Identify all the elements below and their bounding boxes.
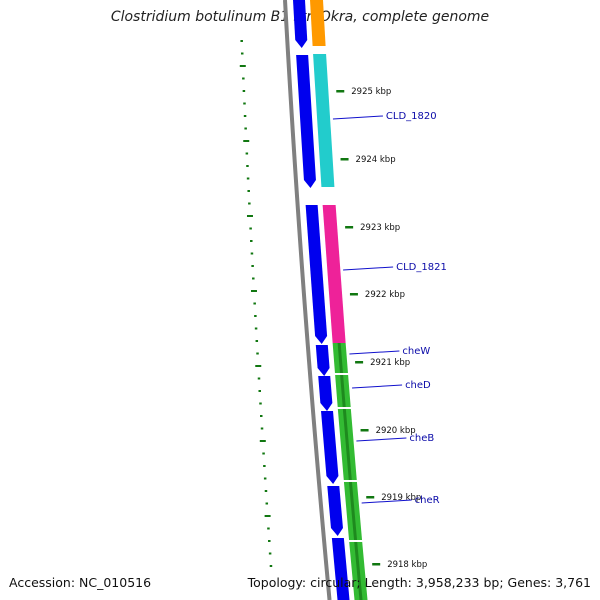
gc-skew-mark [260,415,263,417]
gene-band-cyan [313,54,335,187]
gene-label-ched[interactable]: cheD [405,380,431,391]
kbp-tick-label: 2922 kbp [365,290,405,300]
genome-summary-text: Topology: circular; Length: 3,958,233 bp… [247,575,591,590]
gc-skew-mark [242,90,246,92]
gc-skew-mark [269,565,273,567]
kbp-tick [340,158,349,161]
gene-band-stripe [348,482,358,540]
cds-arrow [327,486,343,536]
gc-skew-mark [251,265,254,267]
gc-skew-mark [252,277,255,280]
gc-skew-mark [243,115,247,117]
kbp-tick [366,496,375,499]
kbp-tick-label: 2925 kbp [351,87,391,97]
accession-text: Accession: NC_010516 [9,575,152,590]
gc-skew-mark [267,527,270,530]
gc-skew-mark [255,365,262,367]
gene-label-cheb[interactable]: cheB [409,433,434,444]
gc-skew-mark [239,65,246,67]
gc-skew-mark [249,227,252,230]
kbp-tick-label: 2921 kbp [370,358,410,368]
gc-skew-mark [244,127,247,130]
gene-leader-line [349,350,400,355]
gc-skew-track [239,40,273,567]
gc-skew-mark [243,140,250,142]
gc-skew-mark [246,215,253,217]
gc-skew-mark [246,165,249,167]
cds-arrow [305,205,328,344]
kbp-tick [372,563,381,566]
kbp-tick [355,361,364,364]
gc-skew-mark [268,552,272,555]
gene-band-stripe [340,375,346,407]
gc-skew-mark [264,490,268,492]
gc-skew-mark [240,40,243,42]
gc-skew-mark [243,102,246,105]
kbp-tick [360,429,369,432]
gene-track [310,0,368,600]
kbp-tick-label: 2919 kbp [381,493,421,503]
gene-leader-line [343,266,394,271]
gene-label-cher[interactable]: cheR [415,495,440,506]
gc-skew-mark [259,402,262,405]
gc-skew-mark [250,240,253,242]
cds-track [293,0,350,600]
gc-skew-mark [257,377,261,380]
gc-skew-mark [250,252,254,255]
cds-arrow [318,376,333,411]
cds-arrow [321,411,339,484]
kbp-tick-label: 2924 kbp [356,155,396,165]
gene-labels: CLD_1820 CLD_1821 cheW cheD cheB cheR [332,111,447,506]
gene-label-cld-1821[interactable]: CLD_1821 [396,262,447,273]
gc-skew-mark [250,290,257,292]
gc-skew-mark [242,77,245,80]
kbp-tick [349,293,358,296]
gc-skew-mark [245,152,249,155]
gene-band-stripe [342,409,352,480]
backbone-line [283,0,332,600]
kbp-tick-label: 2923 kbp [360,223,400,233]
gc-skew-mark [246,177,250,180]
gc-skew-mark [265,502,269,505]
gc-skew-mark [253,302,256,305]
genome-backbone [283,0,332,600]
gc-skew-mark [263,477,267,480]
cds-arrow [315,345,330,376]
gc-skew-mark [262,452,265,455]
kbp-tick [336,90,345,93]
kbp-tick-label: 2918 kbp [387,560,427,570]
gene-band-stripe [337,343,343,373]
gc-skew-mark [263,465,266,467]
cds-arrow [331,538,350,600]
kbp-tick-label: 2920 kbp [376,426,416,436]
kbp-tick [345,226,354,229]
gc-skew-mark [259,440,266,442]
gc-skew-mark [254,315,257,317]
gc-skew-mark [264,515,271,517]
gc-skew-mark [256,352,259,355]
gc-skew-mark [260,427,264,430]
kbp-scale: 2925 kbp 2924 kbp 2923 kbp 2922 kbp 2921 kbp… [336,87,427,570]
gene-label-cld-1820[interactable]: CLD_1820 [386,111,437,122]
gene-band-pink [322,205,346,343]
gc-skew-mark [255,340,259,342]
gene-label-chew[interactable]: cheW [402,346,430,357]
gc-skew-mark [268,540,271,542]
gene-leader-line [356,437,407,442]
gc-skew-mark [248,202,251,205]
cds-arrow [293,0,308,48]
gene-leader-line [332,115,383,120]
gc-skew-mark [254,327,258,330]
gene-band-stripe [354,542,363,600]
gc-skew-mark [240,52,244,55]
cds-arrow [296,55,316,188]
gene-leader-line [352,384,403,389]
gc-skew-mark [258,390,261,392]
gc-skew-mark [247,190,250,192]
gene-band-orange [310,0,326,46]
gene-leader-line [361,499,412,504]
